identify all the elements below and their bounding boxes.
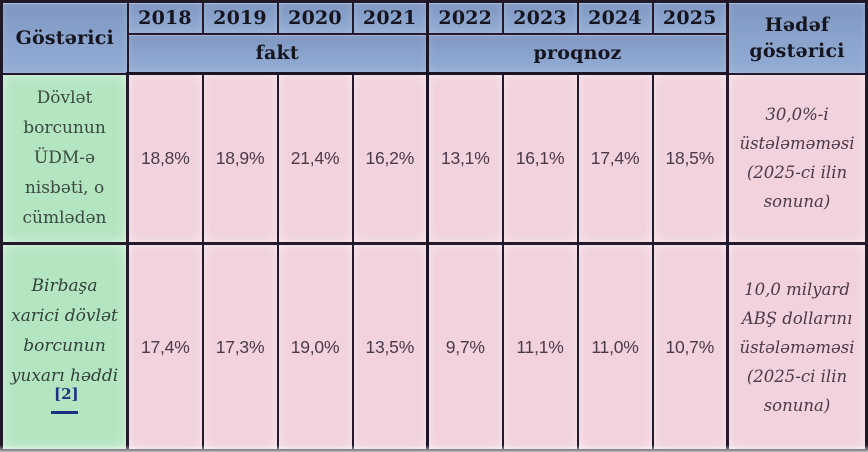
header-forecast-group: proqnoz [426, 32, 729, 75]
value-cell-2023: 16,1% [501, 72, 579, 245]
value-cell-2020: 19,0% [276, 242, 354, 452]
row-label-external-debt-limit: Birbaşa xarici dövlət borcunun yuxarı hə… [0, 242, 129, 452]
value-cell-2024: 11,0% [576, 242, 654, 452]
value-cell-2020: 21,4% [276, 72, 354, 245]
footnote-ref-number[interactable]: [2] [54, 384, 79, 403]
target-cell-external-debt-limit: 10,0 milyard ABŞ dollarını üstələməməsi … [726, 242, 868, 452]
year-header-2020: 2020 [276, 0, 354, 34]
value-cell-2022: 13,1% [426, 72, 504, 245]
year-header-2022: 2022 [426, 0, 504, 34]
year-header-2025: 2025 [651, 0, 729, 34]
header-fact-group: fakt [126, 32, 429, 75]
value-cell-2024: 17,4% [576, 72, 654, 245]
year-header-2019: 2019 [201, 0, 279, 34]
year-header-2024: 2024 [576, 0, 654, 34]
value-cell-2023: 11,1% [501, 242, 579, 452]
value-cell-2018: 17,4% [126, 242, 204, 452]
value-cell-2022: 9,7% [426, 242, 504, 452]
header-indicator: Göstərici [0, 0, 129, 74]
value-cell-2019: 17,3% [201, 242, 279, 452]
value-cell-2021: 13,5% [351, 242, 429, 452]
year-header-2021: 2021 [351, 0, 429, 34]
value-cell-2025: 10,7% [651, 242, 729, 452]
row-label-text: Birbaşa xarici dövlət borcunun yuxarı hə… [10, 275, 119, 386]
year-header-2023: 2023 [501, 0, 579, 34]
value-cell-2019: 18,9% [201, 72, 279, 245]
header-target: Hədəf göstərici [726, 0, 868, 74]
value-cell-2021: 16,2% [351, 72, 429, 245]
row-label-debt-to-gdp: Dövlət borcunun ÜDM-ə nisbəti, o cümlədə… [0, 72, 129, 245]
footnote-ref-link[interactable]: [2] [51, 385, 79, 414]
value-cell-2025: 18,5% [651, 72, 729, 245]
value-cell-2018: 18,8% [126, 72, 204, 245]
target-cell-debt-to-gdp: 30,0%-i üstələməməsi (2025-ci ilin sonun… [726, 72, 868, 245]
year-header-2018: 2018 [126, 0, 204, 34]
